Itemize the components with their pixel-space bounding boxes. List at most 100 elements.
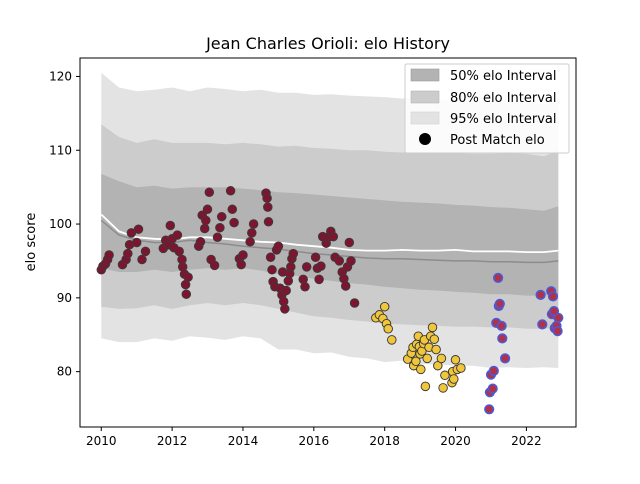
post-match-point bbox=[273, 241, 284, 251]
legend-marker-post-match bbox=[419, 133, 431, 145]
x-tick-label: 2012 bbox=[157, 434, 188, 448]
post-match-point bbox=[286, 262, 296, 272]
y-tick-label: 100 bbox=[49, 217, 72, 231]
post-match-point bbox=[411, 356, 421, 367]
post-match-point bbox=[216, 211, 227, 222]
post-match-point bbox=[344, 237, 355, 248]
post-match-point bbox=[440, 370, 450, 381]
post-match-point bbox=[416, 364, 426, 375]
post-match-point bbox=[334, 256, 345, 266]
post-match-point bbox=[265, 252, 276, 263]
post-match-point bbox=[204, 187, 215, 198]
post-match-point bbox=[181, 289, 192, 299]
post-match-point bbox=[212, 232, 223, 243]
plot-frame bbox=[79, 57, 577, 428]
post-match-point bbox=[199, 223, 210, 234]
post-match-point bbox=[535, 289, 546, 301]
post-match-point bbox=[316, 261, 326, 271]
post-match-point bbox=[449, 374, 459, 384]
legend-swatch-50 bbox=[410, 68, 440, 82]
post-match-point bbox=[137, 254, 147, 265]
x-tick-label: 2014 bbox=[228, 434, 259, 448]
post-match-point bbox=[431, 344, 441, 355]
post-match-point bbox=[301, 262, 312, 272]
post-match-point bbox=[201, 215, 211, 226]
post-match-point bbox=[552, 326, 563, 337]
x-tick-label: 2022 bbox=[511, 434, 542, 448]
post-match-point bbox=[493, 272, 504, 284]
post-match-point bbox=[172, 230, 183, 240]
legend-label-post-match: Post Match elo bbox=[450, 133, 545, 148]
post-match-point bbox=[245, 237, 255, 247]
post-match-point bbox=[420, 381, 431, 392]
post-match-point bbox=[229, 217, 239, 228]
post-match-point bbox=[328, 231, 339, 242]
post-match-point bbox=[227, 204, 238, 215]
legend-swatch-80 bbox=[410, 90, 440, 104]
y-tick-label: 80 bbox=[57, 365, 72, 379]
post-match-point bbox=[340, 281, 351, 291]
post-match-point bbox=[263, 217, 274, 227]
legend-label-50: 50% elo Interval bbox=[450, 69, 557, 84]
post-match-point bbox=[488, 365, 499, 377]
post-match-point bbox=[427, 322, 438, 333]
post-match-point bbox=[263, 202, 273, 212]
post-match-point bbox=[288, 248, 299, 259]
post-match-point bbox=[484, 404, 495, 415]
post-match-point bbox=[215, 222, 225, 233]
chart-title: Jean Charles Orioli: elo History bbox=[205, 34, 450, 53]
post-match-point bbox=[314, 274, 324, 285]
post-match-point bbox=[422, 353, 432, 364]
post-match-point bbox=[262, 193, 272, 203]
post-match-point bbox=[238, 250, 248, 260]
post-match-point bbox=[500, 353, 511, 364]
post-match-point bbox=[553, 312, 564, 323]
y-tick-label: 90 bbox=[57, 291, 72, 305]
post-match-points bbox=[96, 186, 564, 415]
post-match-point bbox=[387, 335, 397, 345]
legend: 50% elo Interval 80% elo Interval 95% el… bbox=[404, 63, 570, 154]
post-match-point bbox=[496, 320, 507, 332]
legend-swatch-95 bbox=[410, 111, 440, 125]
y-tick-label: 110 bbox=[49, 143, 72, 157]
post-match-point bbox=[225, 186, 236, 196]
post-match-point bbox=[349, 298, 360, 308]
x-tick-label: 2010 bbox=[86, 434, 117, 448]
post-match-point bbox=[202, 204, 213, 215]
post-match-point bbox=[267, 265, 277, 275]
post-match-point bbox=[379, 301, 390, 312]
legend-label-80: 80% elo Interval bbox=[450, 91, 557, 106]
post-match-point bbox=[346, 256, 356, 266]
post-match-point bbox=[209, 260, 220, 271]
post-match-point bbox=[183, 272, 193, 282]
post-match-point bbox=[456, 363, 466, 373]
post-match-point bbox=[537, 319, 548, 330]
post-match-point bbox=[133, 224, 144, 234]
post-match-point bbox=[236, 259, 246, 270]
post-match-point bbox=[494, 298, 505, 309]
post-match-point bbox=[310, 252, 321, 263]
legend-label-95: 95% elo Interval bbox=[450, 112, 557, 127]
post-match-point bbox=[438, 383, 448, 393]
post-match-point bbox=[429, 334, 440, 344]
post-match-point bbox=[450, 355, 461, 365]
legend-box bbox=[404, 63, 570, 154]
post-match-point bbox=[280, 304, 290, 314]
post-match-point bbox=[131, 237, 142, 248]
post-match-point bbox=[436, 353, 447, 364]
post-match-point bbox=[547, 291, 559, 302]
post-match-point bbox=[104, 250, 114, 260]
x-axis: 2010 2012 2014 2016 2018 2020 2022 bbox=[86, 427, 542, 448]
y-axis: 80 90 100 110 120 bbox=[49, 69, 80, 379]
y-tick-label: 120 bbox=[49, 69, 72, 83]
post-match-point bbox=[300, 282, 310, 292]
post-match-point bbox=[383, 324, 393, 334]
post-match-point bbox=[247, 228, 257, 238]
post-match-point bbox=[248, 219, 259, 229]
x-tick-label: 2018 bbox=[369, 434, 400, 448]
post-match-point bbox=[497, 333, 508, 344]
post-match-point bbox=[487, 383, 498, 394]
y-axis-label: elo score bbox=[24, 213, 39, 272]
